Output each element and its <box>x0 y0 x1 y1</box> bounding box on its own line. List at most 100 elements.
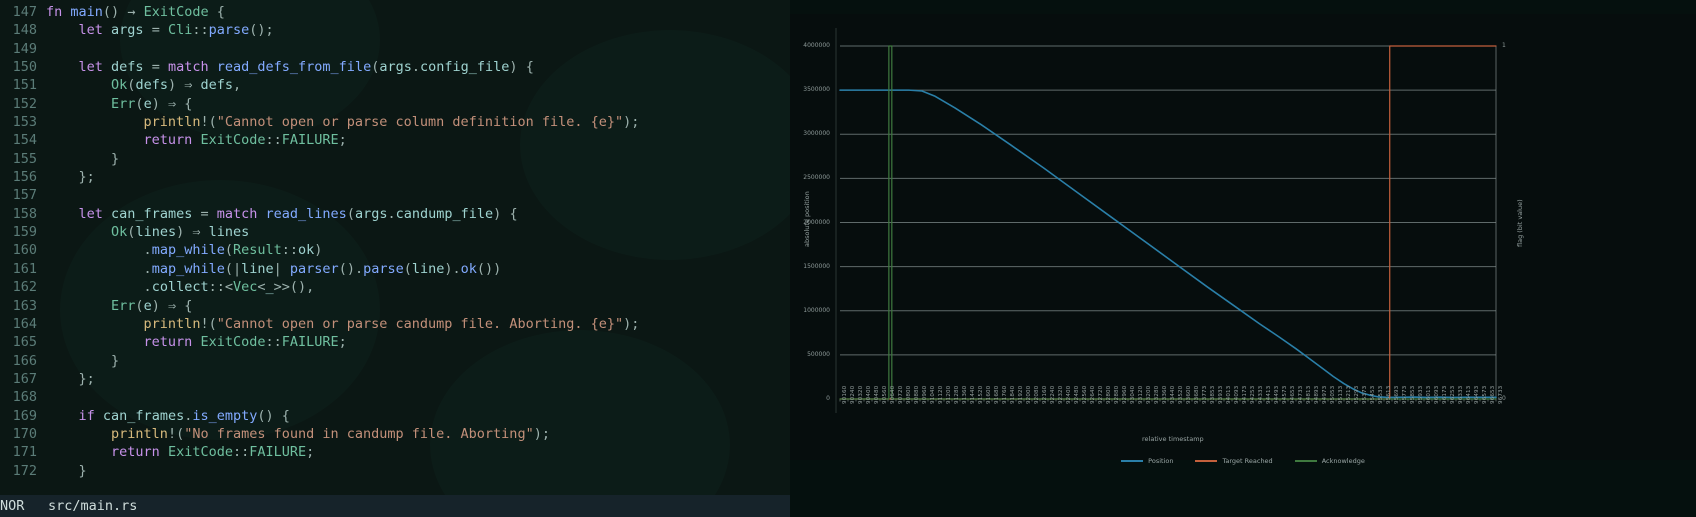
x-tick-label: 94573 <box>1282 385 1289 404</box>
y-tick-label: 1000000 <box>803 306 830 314</box>
x-tick-label: 90320 <box>858 385 865 404</box>
x-tick-label: 90640 <box>890 385 897 404</box>
code-line-text: Err(e) ⇒ { <box>111 297 193 314</box>
x-tick-label: 93600 <box>1186 385 1193 404</box>
code-line-text: Ok(lines) ⇒ lines <box>111 224 250 241</box>
code-line: 149 <box>0 40 790 58</box>
x-tick-label: 92160 <box>1042 385 1049 404</box>
x-tick-label: 94813 <box>1306 385 1313 404</box>
x-tick-label: 95293 <box>1354 385 1361 404</box>
x-tick-label: 93440 <box>1170 385 1177 404</box>
code-text-area[interactable]: 147 fn main() → ExitCode {148 let args = … <box>0 0 790 495</box>
code-line: 171 return ExitCode::FAILURE; <box>0 443 790 461</box>
x-tick-label: 95213 <box>1346 385 1353 404</box>
code-line-text: .map_while(|line| parser().parse(line).o… <box>143 260 502 277</box>
y-tick-label: 3500000 <box>803 86 830 94</box>
y-tick-label: 2000000 <box>803 218 830 226</box>
x-tick-label: 93520 <box>1178 385 1185 404</box>
code-line: 172 } <box>0 462 790 480</box>
editor-status-line: NOR src/main.rs <box>0 495 790 517</box>
line-number: 147 <box>12 4 37 20</box>
x-tick-label: 94333 <box>1258 385 1265 404</box>
x-tick-label: 92640 <box>1090 385 1097 404</box>
x-tick-label: 90480 <box>874 385 881 404</box>
code-line: 166 } <box>0 352 790 370</box>
x-tick-label: 95773 <box>1402 385 1409 404</box>
x-tick-label: 90720 <box>898 385 905 404</box>
legend-label: Target Reached <box>1222 457 1273 465</box>
line-number: 164 <box>12 315 37 332</box>
x-tick-label: 96093 <box>1434 385 1441 404</box>
line-number: 154 <box>12 132 37 149</box>
x-tick-label: 94973 <box>1322 385 1329 404</box>
code-line: 156 }; <box>0 168 790 186</box>
line-number: 169 <box>12 407 37 424</box>
line-number: 168 <box>12 389 37 406</box>
code-line-text: return ExitCode::FAILURE; <box>143 334 347 351</box>
x-tick-label: 95453 <box>1370 385 1377 404</box>
x-tick-label: 91120 <box>938 385 945 404</box>
code-line-text: Ok(defs) ⇒ defs, <box>111 77 242 94</box>
code-line: 169 if can_frames.is_empty() { <box>0 407 790 425</box>
code-line: 158 let can_frames = match read_lines(ar… <box>0 205 790 223</box>
x-tick-label: 94653 <box>1290 385 1297 404</box>
plot-legend: Position Target Reached Acknowledge <box>790 457 1696 465</box>
x-axis-title: relative timestamp <box>1142 435 1204 443</box>
y-tick-label: 1500000 <box>803 262 830 270</box>
line-number: 171 <box>12 444 37 461</box>
line-number: 155 <box>12 150 37 167</box>
x-tick-label: 95933 <box>1418 385 1425 404</box>
line-number: 159 <box>12 224 37 241</box>
code-editor-pane[interactable]: 147 fn main() → ExitCode {148 let args = … <box>0 0 790 517</box>
code-line: 147 fn main() → ExitCode { <box>0 3 790 21</box>
code-line: 148 let args = Cli::parse(); <box>0 21 790 39</box>
y-tick-label: 2500000 <box>803 174 830 182</box>
x-tick-label: 92560 <box>1082 385 1089 404</box>
x-tick-label: 96173 <box>1442 385 1449 404</box>
x-tick-label: 96333 <box>1458 385 1465 404</box>
code-line: 150 let defs = match read_defs_from_file… <box>0 58 790 76</box>
line-number: 149 <box>12 40 37 57</box>
x-tick-label: 95373 <box>1362 385 1369 404</box>
plot-svg <box>790 14 1696 460</box>
x-tick-label: 94253 <box>1250 385 1257 404</box>
x-tick-label: 96573 <box>1482 385 1489 404</box>
x-tick-label: 94493 <box>1274 385 1281 404</box>
line-number: 165 <box>12 334 37 351</box>
code-line: 151 Ok(defs) ⇒ defs, <box>0 76 790 94</box>
x-tick-label: 91760 <box>1002 385 1009 404</box>
code-line: 157 <box>0 186 790 204</box>
code-line-text: .collect::<Vec<_>>(), <box>143 279 315 296</box>
code-line-text: fn main() → ExitCode { <box>46 4 225 20</box>
y-tick-label: 4000000 <box>803 42 830 49</box>
code-line-text: println!("Cannot open or parse candump f… <box>143 315 640 332</box>
x-tick-label: 91920 <box>1018 385 1025 404</box>
code-line-text: }; <box>78 370 95 387</box>
y2-tick-label: 0 <box>1502 395 1506 402</box>
x-tick-label: 91280 <box>954 385 961 404</box>
line-number: 151 <box>12 77 37 94</box>
line-number: 170 <box>12 425 37 442</box>
code-line: 153 println!("Cannot open or parse colum… <box>0 113 790 131</box>
code-line: 161 .map_while(|line| parser().parse(lin… <box>0 260 790 278</box>
code-line: 164 println!("Cannot open or parse candu… <box>0 315 790 333</box>
x-tick-label: 92800 <box>1106 385 1113 404</box>
line-number: 157 <box>12 187 37 204</box>
code-line-text: if can_frames.is_empty() { <box>78 407 290 424</box>
x-tick-label: 91360 <box>962 385 969 404</box>
x-tick-label: 95613 <box>1386 385 1393 404</box>
y2-tick-label: 1 <box>1502 42 1506 49</box>
x-tick-label: 94013 <box>1226 385 1233 404</box>
code-line-text: let args = Cli::parse(); <box>78 22 274 39</box>
legend-swatch <box>1195 460 1218 462</box>
x-tick-label: 96013 <box>1426 385 1433 404</box>
line-number: 161 <box>12 260 37 277</box>
x-tick-label: 95133 <box>1338 385 1345 404</box>
code-line: 152 Err(e) ⇒ { <box>0 95 790 113</box>
code-line-text: return ExitCode::FAILURE; <box>143 132 347 149</box>
code-line: 168 <box>0 388 790 406</box>
code-line-text: let can_frames = match read_lines(args.c… <box>78 205 518 222</box>
x-tick-label: 93200 <box>1146 385 1153 404</box>
line-number: 166 <box>12 352 37 369</box>
x-tick-label: 92000 <box>1026 385 1033 404</box>
